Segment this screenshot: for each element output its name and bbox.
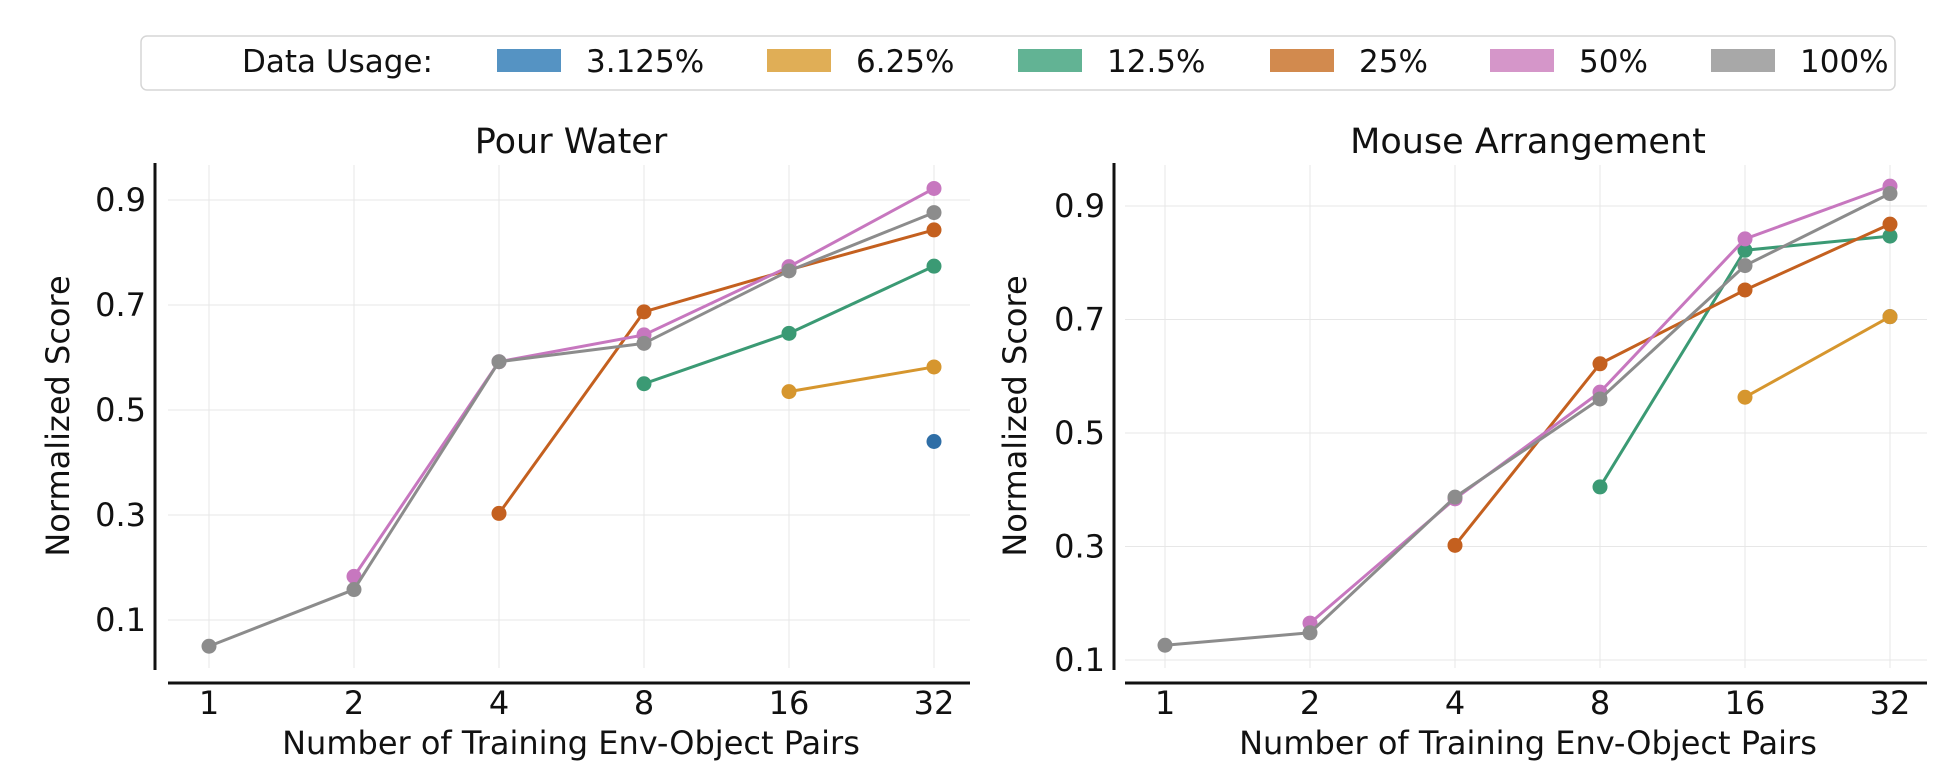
legend-items: 3.125% 6.25% 12.5% 25% 50% 100% [497,44,1889,80]
y-axis-label: Normalized Score [996,275,1034,556]
legend-label-25: 25% [1359,44,1428,80]
x-tick-label-1: 1 [1155,684,1175,722]
data-point-100-x4 [491,354,507,370]
data-point-100-x2 [346,582,362,598]
legend-swatch-12-5 [1018,49,1082,72]
y-tick-label-0-5: 0.5 [95,391,146,429]
panel-mouse-arrangement: 0.1 0.3 0.5 0.7 0.9 1 2 4 8 16 32 Mouse Arrangement… [996,122,1927,762]
data-point-25-x4 [491,505,507,521]
series-line-25 [497,228,935,515]
data-point-100-x2 [1302,625,1318,641]
gridlines [168,165,970,668]
data-point-100-x1 [201,638,217,654]
gridlines [1125,165,1927,668]
series-6-25 [781,359,942,400]
data-point-12-5-x16 [781,325,797,341]
x-tick-label-32: 32 [1870,684,1911,722]
legend-label-50: 50% [1579,44,1648,80]
legend-swatch-50 [1490,49,1554,72]
legend-label-12-5: 12.5% [1107,44,1205,80]
series-100 [201,205,942,654]
x-axis-label: Number of Training Env-Object Pairs [1239,724,1817,762]
data-point-3-125-x32 [926,434,942,449]
legend-swatch-100 [1711,49,1775,72]
x-tick-label-2: 2 [344,684,364,722]
data-point-100-x16 [1737,258,1753,274]
x-tick-label-2: 2 [1300,684,1320,722]
series-3-125 [926,434,942,449]
series-12-5 [636,258,942,392]
x-tick-label-4: 4 [489,684,509,722]
data-point-100-x32 [1882,186,1898,202]
x-tick-label-1: 1 [199,684,219,722]
x-tick-label-8: 8 [634,684,654,722]
data-point-25-x4 [1447,537,1463,553]
legend-label-3-125: 3.125% [586,44,704,80]
data-point-6-25-x32 [926,359,942,375]
data-point-12-5-x32 [1882,228,1898,244]
y-tick-label-0-1: 0.1 [95,601,146,639]
y-tick-label-0-7: 0.7 [1054,301,1105,339]
series-line-100 [208,211,935,648]
data-point-12-5-x16 [1737,242,1753,258]
x-tick-label-8: 8 [1590,684,1610,722]
legend: Data Usage: 3.125% 6.25% 12.5% 25% 50% 100% [140,35,1896,91]
y-tick-label-0-3: 0.3 [1054,528,1105,566]
series-12-5 [1592,228,1898,495]
series-line-6-25 [788,365,935,394]
data-point-100-x4 [1447,489,1463,505]
legend-title: Data Usage: [242,44,433,80]
legend-swatch-3-125 [497,49,561,72]
series-100 [1157,186,1898,653]
data-point-12-5-x8 [1592,479,1608,495]
data-point-25-x32 [1882,216,1898,232]
data-point-12-5-x8 [636,376,652,392]
data-point-6-25-x16 [781,384,797,400]
series-line-25 [1453,222,1891,547]
chart-title: Mouse Arrangement [1350,122,1706,162]
data-point-50-x16 [1737,231,1753,247]
y-tick-label-0-9: 0.9 [95,181,146,219]
chart-title: Pour Water [475,122,668,162]
x-tick-label-32: 32 [914,684,955,722]
x-tick-label-4: 4 [1445,684,1465,722]
data-point-100-x32 [926,205,942,221]
series-25 [1447,216,1898,553]
data-point-25-x8 [636,304,652,320]
data-point-25-x32 [926,222,942,238]
data-point-6-25-x32 [1882,309,1898,325]
data-point-50-x2 [346,568,362,584]
legend-swatch-25 [1270,49,1334,72]
legend-swatch-6-25 [767,49,831,72]
series-line-6-25 [1744,315,1891,399]
data-point-100-x1 [1157,637,1173,653]
y-tick-label-0-5: 0.5 [1054,414,1105,452]
y-tick-label-0-7: 0.7 [95,286,146,324]
data-point-12-5-x32 [926,258,942,274]
y-axis-label: Normalized Score [39,275,77,556]
x-axis-label: Number of Training Env-Object Pairs [282,724,860,762]
y-tick-label-0-1: 0.1 [1054,641,1105,679]
x-tick-label-16: 16 [769,684,810,722]
data-point-25-x8 [1592,356,1608,372]
x-tick-label-16: 16 [1725,684,1766,722]
data-point-50-x32 [926,180,942,196]
series-25 [491,222,942,521]
series-6-25 [1737,309,1898,405]
y-tick-label-0-9: 0.9 [1054,187,1105,225]
legend-label-100: 100% [1800,44,1889,80]
data-point-25-x16 [1737,282,1753,298]
data-point-6-25-x16 [1737,389,1753,405]
series-line-100 [1164,192,1891,647]
data-point-100-x8 [636,335,652,351]
data-point-100-x8 [1592,391,1608,407]
panel-pour-water: 0.1 0.3 0.5 0.7 0.9 1 2 4 8 16 32 Pour Water Number … [39,122,970,762]
data-point-100-x16 [781,263,797,279]
legend-label-6-25: 6.25% [856,44,954,80]
y-tick-label-0-3: 0.3 [95,496,146,534]
